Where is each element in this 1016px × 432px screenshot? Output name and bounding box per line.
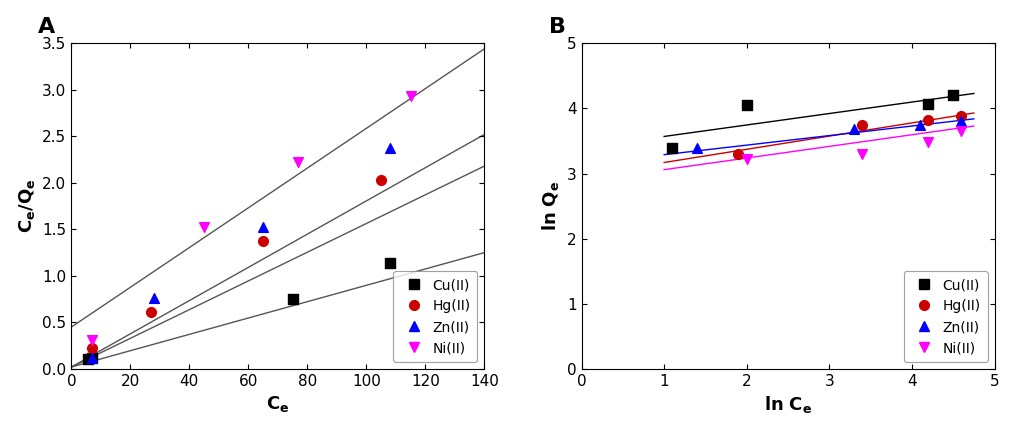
- Point: [945, 92, 961, 99]
- Point: [953, 113, 969, 120]
- Point: [953, 118, 969, 125]
- Text: A: A: [39, 17, 56, 37]
- Point: [402, 93, 419, 100]
- Point: [84, 354, 101, 361]
- Point: [689, 144, 705, 151]
- Point: [920, 100, 937, 107]
- Point: [739, 101, 755, 108]
- Point: [84, 354, 101, 361]
- Point: [255, 237, 271, 244]
- Point: [382, 259, 398, 266]
- Point: [291, 159, 307, 166]
- Point: [731, 151, 747, 158]
- Point: [255, 223, 271, 230]
- Point: [664, 144, 681, 151]
- Point: [79, 355, 96, 362]
- Point: [854, 121, 871, 128]
- Point: [953, 128, 969, 135]
- Point: [854, 151, 871, 158]
- Y-axis label: $\mathbf{C_e/Q_e}$: $\mathbf{C_e/Q_e}$: [16, 179, 37, 233]
- Point: [84, 337, 101, 343]
- Point: [920, 139, 937, 146]
- Point: [373, 177, 389, 184]
- Point: [912, 121, 929, 128]
- Y-axis label: $\mathbf{ln\ Q_e}$: $\mathbf{ln\ Q_e}$: [541, 181, 562, 231]
- Point: [143, 309, 160, 316]
- Point: [84, 344, 101, 351]
- Point: [382, 145, 398, 152]
- Point: [739, 156, 755, 163]
- Point: [196, 223, 212, 230]
- Point: [284, 295, 301, 302]
- Text: B: B: [549, 17, 566, 37]
- Point: [846, 125, 863, 132]
- Legend: Cu(II), Hg(II), Zn(II), Ni(II): Cu(II), Hg(II), Zn(II), Ni(II): [903, 271, 988, 362]
- Legend: Cu(II), Hg(II), Zn(II), Ni(II): Cu(II), Hg(II), Zn(II), Ni(II): [393, 271, 478, 362]
- X-axis label: $\mathbf{C_e}$: $\mathbf{C_e}$: [266, 394, 290, 414]
- Point: [920, 116, 937, 123]
- Point: [146, 295, 163, 302]
- X-axis label: $\mathbf{ln\ C_e}$: $\mathbf{ln\ C_e}$: [764, 394, 812, 415]
